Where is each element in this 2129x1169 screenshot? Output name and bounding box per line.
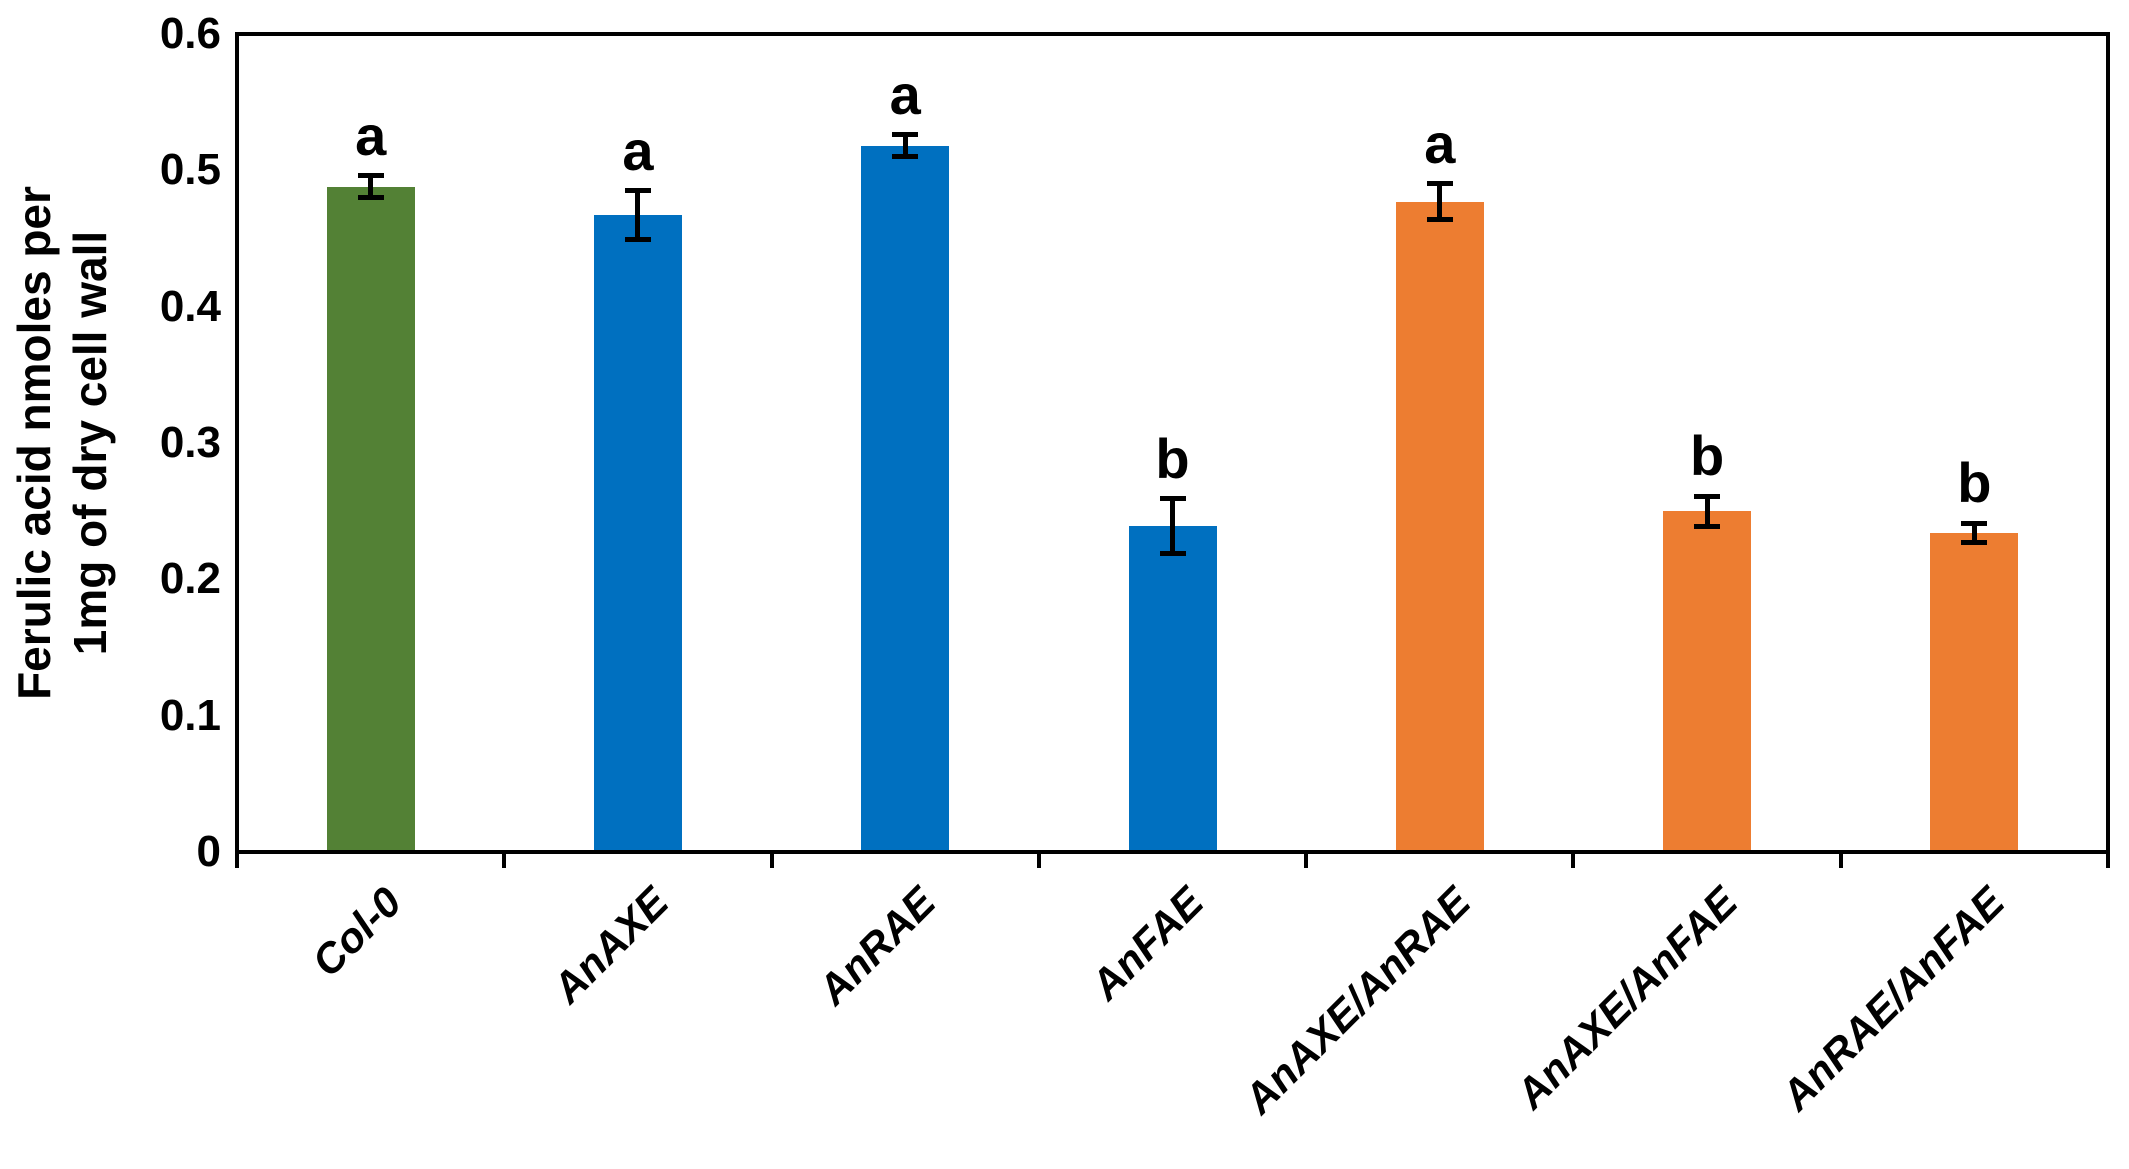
error-bar-cap [1426, 181, 1453, 187]
y-tick-label: 0.5 [159, 145, 221, 195]
error-bar [902, 134, 908, 157]
error-bar-cap [1426, 216, 1453, 222]
y-tick-label: 0.6 [159, 9, 221, 58]
significance-letter: b [1689, 424, 1725, 488]
x-category-label: Col-0 [302, 878, 410, 986]
error-bar-cap [892, 154, 919, 160]
bar-AnAXE [593, 215, 682, 852]
y-tick-label: 0 [196, 827, 221, 876]
error-bar-cap [624, 188, 651, 194]
x-axis-tick-mark [1838, 852, 1843, 868]
significance-letter: b [1957, 451, 1992, 515]
bar-AnAXE/AnRAE [1395, 201, 1484, 852]
y-tick-label: 0.4 [159, 281, 221, 331]
error-bar-cap [1961, 520, 1988, 526]
error-bar-cap [892, 132, 919, 138]
error-bar [635, 190, 641, 240]
error-bar-cap [357, 195, 384, 201]
significance-letter: a [889, 62, 921, 126]
x-axis-tick-mark [769, 852, 774, 868]
significance-letter: a [622, 118, 654, 182]
plot-area-border [235, 32, 2110, 854]
bar-AnRAE/AnFAE [1930, 532, 2019, 852]
error-bar [1437, 183, 1443, 220]
y-tick-label: 0.2 [159, 554, 221, 604]
x-axis-tick-mark [235, 852, 239, 868]
x-axis-tick-mark [502, 852, 507, 868]
bar-AnAXE/AnFAE [1663, 511, 1752, 852]
error-bar [1704, 496, 1710, 527]
y-tick-label: 0.1 [159, 690, 221, 740]
x-axis-tick-mark [1571, 852, 1576, 868]
error-bar-cap [1159, 550, 1186, 556]
y-axis-title-line-1: Ferulic acid nmoles per [8, 186, 60, 700]
error-bar-cap [357, 173, 384, 179]
significance-letter: a [355, 103, 387, 167]
significance-letter: b [1155, 426, 1190, 490]
error-bar-cap [624, 237, 651, 243]
significance-letter: a [1424, 111, 1456, 175]
bar-AnRAE [861, 145, 950, 852]
error-bar-cap [1694, 523, 1721, 529]
error-bar [1971, 523, 1977, 543]
bar-Col-0 [326, 186, 415, 852]
x-axis-tick-mark [2106, 852, 2110, 868]
error-bar-cap [1159, 496, 1186, 502]
error-bar [1170, 498, 1175, 554]
x-axis-tick-mark [1304, 852, 1309, 868]
error-bar [368, 175, 374, 198]
error-bar-cap [1961, 540, 1988, 546]
y-tick-label: 0.3 [159, 418, 221, 467]
bar-AnFAE [1128, 526, 1217, 852]
x-axis-tick-mark [1036, 852, 1041, 868]
error-bar-cap [1694, 493, 1721, 499]
